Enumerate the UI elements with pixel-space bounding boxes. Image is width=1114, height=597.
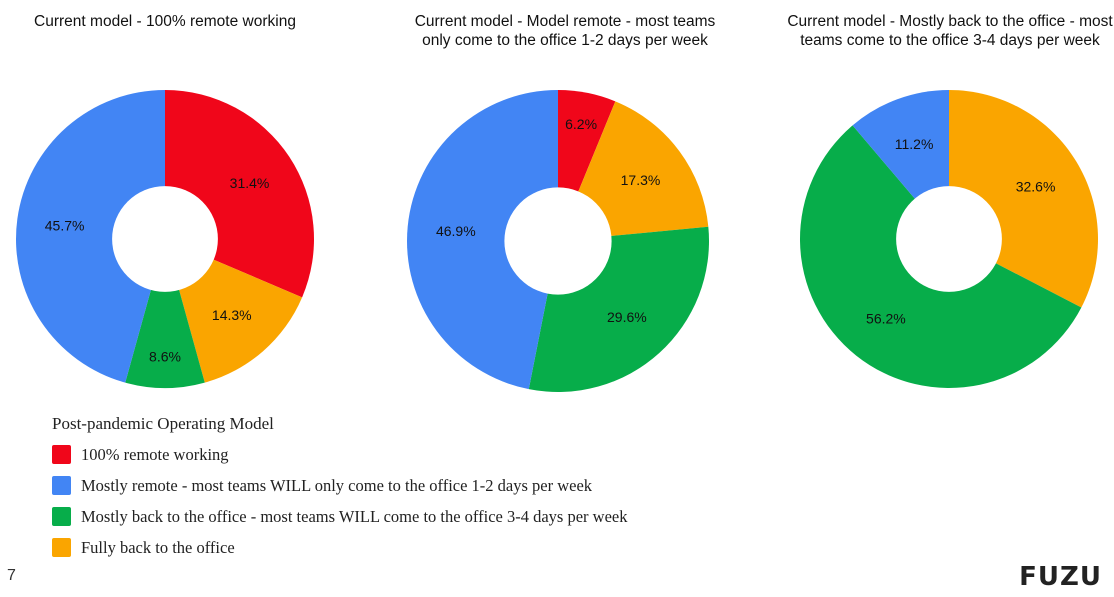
legend-label: Fully back to the office	[81, 537, 235, 557]
donut-chart-2: 6.2% 17.3% 29.6% 46.9%	[407, 90, 709, 392]
donut-slice	[125, 239, 205, 388]
slice-label: 45.7%	[45, 217, 85, 233]
slice-label: 31.4%	[230, 175, 270, 191]
legend-swatch-red	[52, 445, 71, 464]
slice-label: 6.2%	[565, 116, 597, 132]
slice-label: 29.6%	[607, 309, 647, 325]
donut-hole	[504, 187, 612, 295]
chart-title-2: Current model - Model remote - most team…	[414, 13, 716, 49]
slice-label: 8.6%	[149, 349, 181, 365]
legend-label: Mostly remote - most teams WILL only com…	[81, 475, 593, 495]
legend-swatch-orange	[52, 538, 71, 557]
legend-label: Mostly back to the office - most teams W…	[81, 506, 628, 526]
legend-item-fully-office: Fully back to the office	[52, 532, 627, 563]
slice-label: 14.3%	[212, 307, 252, 323]
donut-chart-3: 32.6% 56.2% 11.2%	[800, 90, 1098, 388]
chart-title-3: Current model - Mostly back to the offic…	[787, 13, 1113, 49]
brand-logo: FUZU	[1019, 562, 1102, 592]
legend-label: 100% remote working	[81, 444, 229, 464]
donut-chart-1: 31.4% 14.3% 8.6% 45.7%	[16, 90, 314, 388]
donut-slice	[16, 90, 166, 383]
legend-swatch-blue	[52, 476, 71, 495]
donut-slice	[407, 90, 558, 390]
legend-title: Post-pandemic Operating Model	[52, 414, 274, 433]
legend-item-mostly-remote: Mostly remote - most teams WILL only com…	[52, 470, 627, 501]
chart-title-1: Current model - 100% remote working	[34, 13, 296, 30]
legend-item-mostly-office: Mostly back to the office - most teams W…	[52, 501, 627, 532]
legend-item-remote: 100% remote working	[52, 439, 627, 470]
donut-hole	[112, 186, 218, 292]
legend: Post-pandemic Operating Model 100% remot…	[52, 414, 627, 563]
slice-label: 11.2%	[895, 136, 934, 152]
legend-swatch-green	[52, 507, 71, 526]
slice-label: 46.9%	[436, 223, 476, 239]
slice-label: 56.2%	[866, 310, 906, 326]
slice-label: 32.6%	[1016, 178, 1056, 194]
slice-label: 17.3%	[621, 172, 661, 188]
page-number: 7	[7, 567, 16, 584]
donut-hole	[896, 186, 1002, 292]
